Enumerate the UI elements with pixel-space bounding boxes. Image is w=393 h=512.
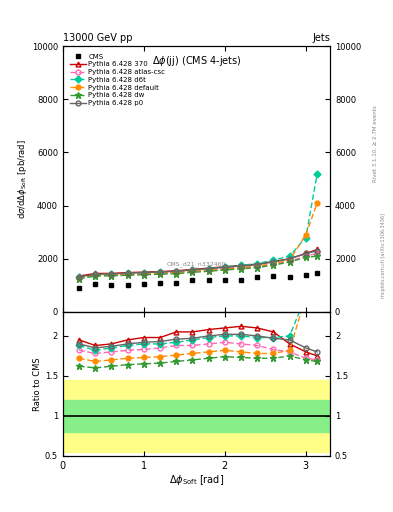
- Y-axis label: Ratio to CMS: Ratio to CMS: [33, 357, 42, 411]
- Text: mcplots.cern.ch [arXiv:1306.3436]: mcplots.cern.ch [arXiv:1306.3436]: [381, 214, 386, 298]
- Text: $\Delta\phi$(jj) (CMS 4-jets): $\Delta\phi$(jj) (CMS 4-jets): [152, 54, 241, 68]
- Bar: [63, 380, 330, 452]
- Legend: CMS, Pythia 6.428 370, Pythia 6.428 atlas-csc, Pythia 6.428 d6t, Pythia 6.428 de: CMS, Pythia 6.428 370, Pythia 6.428 atla…: [69, 52, 167, 108]
- X-axis label: $\Delta\phi_{\rm Soft}$ [rad]: $\Delta\phi_{\rm Soft}$ [rad]: [169, 473, 224, 487]
- Text: Jets: Jets: [312, 33, 330, 44]
- Bar: [63, 400, 330, 432]
- Y-axis label: d$\sigma$/d$\Delta\phi_{\rm Soft}$ [pb/rad]: d$\sigma$/d$\Delta\phi_{\rm Soft}$ [pb/r…: [16, 139, 29, 219]
- Text: Rivet 3.1.10, ≥ 2.7M events: Rivet 3.1.10, ≥ 2.7M events: [373, 105, 378, 182]
- Text: 13000 GeV pp: 13000 GeV pp: [63, 33, 132, 44]
- Text: CMS_d21_n332460: CMS_d21_n332460: [167, 261, 226, 267]
